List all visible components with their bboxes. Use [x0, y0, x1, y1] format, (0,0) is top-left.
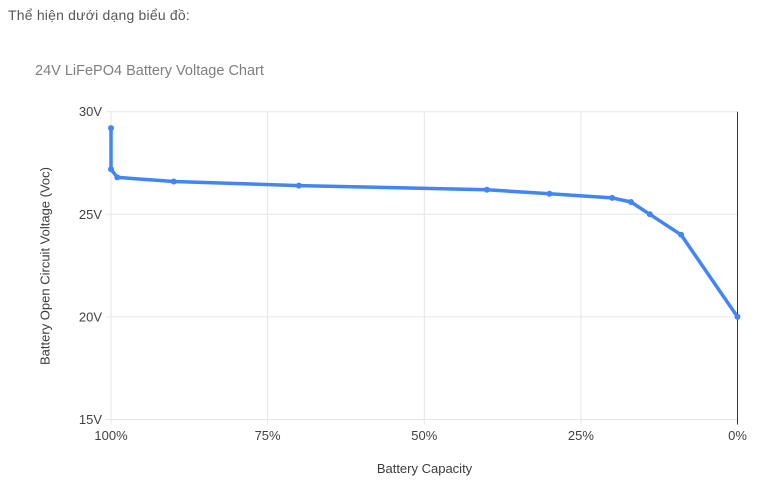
y-tick-label: 15V [79, 412, 102, 427]
x-axis-title: Battery Capacity [376, 461, 473, 476]
x-tick-label: 0% [728, 428, 747, 443]
data-point[interactable] [483, 186, 490, 193]
data-point[interactable] [609, 194, 616, 201]
y-axis-title: Battery Open Circuit Voltage (Voc) [37, 167, 53, 365]
intro-text: Thể hiện dưới dạng biểu đồ: [8, 7, 190, 23]
x-tick-label: 75% [255, 428, 281, 443]
data-point[interactable] [678, 231, 685, 238]
data-point[interactable] [734, 313, 741, 320]
y-tick-label: 20V [79, 309, 102, 324]
data-point[interactable] [114, 174, 121, 181]
data-point[interactable] [108, 125, 114, 132]
data-point[interactable] [295, 182, 302, 189]
data-point[interactable] [170, 178, 177, 185]
x-tick-label: 25% [568, 428, 594, 443]
data-point[interactable] [546, 190, 553, 197]
y-tick-label: 25V [79, 207, 102, 222]
x-tick-label: 100% [94, 428, 128, 443]
x-tick-label: 50% [411, 428, 437, 443]
y-tick-label: 30V [79, 104, 102, 119]
data-point[interactable] [628, 199, 634, 205]
data-point[interactable] [646, 211, 653, 218]
data-point[interactable] [108, 166, 114, 173]
chart-title: 24V LiFePO4 Battery Voltage Chart [35, 63, 264, 79]
